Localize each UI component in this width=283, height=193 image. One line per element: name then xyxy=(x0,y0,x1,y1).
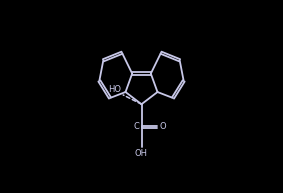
Text: O: O xyxy=(159,123,166,131)
Text: HO: HO xyxy=(109,85,122,94)
Text: OH: OH xyxy=(134,149,147,158)
Text: C: C xyxy=(133,122,139,131)
